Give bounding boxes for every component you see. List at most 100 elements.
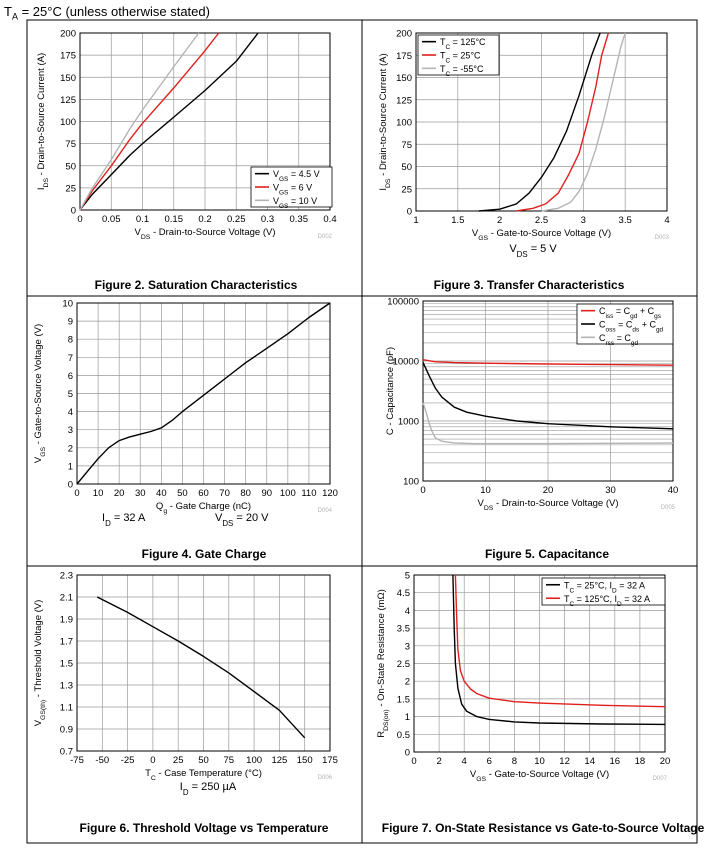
x-tick-label: 0.1 xyxy=(136,214,149,225)
x-tick-label: 80 xyxy=(240,488,251,499)
y-tick-label: 5 xyxy=(68,389,73,400)
x-tick-label: 1 xyxy=(413,215,418,226)
y-tick-label: 1.7 xyxy=(60,637,73,648)
y-tick-label: 125 xyxy=(396,95,412,106)
figure-caption: Figure 2. Saturation Characteristics xyxy=(95,278,298,292)
y-tick-label: 50 xyxy=(401,162,412,173)
series-line-3 xyxy=(541,32,626,212)
y-axis-label: C - Capacitance (pF) xyxy=(385,347,396,435)
y-tick-label: 3 xyxy=(405,641,410,652)
series-line-2 xyxy=(454,574,666,708)
legend-entry: TC = 125°C, ID = 32 A xyxy=(564,594,650,608)
x-tick-label: 4 xyxy=(664,215,669,226)
plot-frame xyxy=(422,300,674,482)
legend-entry: TC = -55°C xyxy=(440,64,484,78)
legend-entry: VGS = 6 V xyxy=(273,183,312,197)
y-tick-label: 1 xyxy=(405,712,410,723)
y-axis-label: IDS - Drain-to-Source Current (A) xyxy=(378,53,392,190)
y-tick-label: 25 xyxy=(401,184,412,195)
series-line-3 xyxy=(422,402,674,445)
series-line-1 xyxy=(452,574,666,726)
y-tick-label: 1000 xyxy=(398,417,419,428)
plot-frame xyxy=(79,32,331,211)
x-tick-label: 0.15 xyxy=(165,214,184,225)
x-tick-label: 2 xyxy=(436,756,441,767)
y-tick-label: 10000 xyxy=(393,357,419,368)
note-left: ID = 32 A xyxy=(102,512,146,528)
series-line-1 xyxy=(478,32,601,212)
series-line-2 xyxy=(516,32,610,212)
note: ID = 250 µA xyxy=(180,781,237,797)
y-tick-label: 0.9 xyxy=(60,725,73,736)
legend-entry: TC = 125°C xyxy=(440,37,486,51)
x-tick-label: 175 xyxy=(322,755,338,766)
y-tick-label: 25 xyxy=(65,183,76,194)
legend-entry: Coss = Cds + Cgd xyxy=(599,320,664,334)
figure-code: D003 xyxy=(655,235,670,241)
chart-6: -75 -50 -25 0 25 50 75 100 125 150 175 0.7 0.9 1.1 1.3… xyxy=(33,571,338,836)
x-tick-label: 3.5 xyxy=(619,215,632,226)
y-tick-label: 75 xyxy=(401,140,412,151)
figure-code: D007 xyxy=(653,776,668,782)
x-tick-label: 16 xyxy=(610,756,621,767)
y-tick-label: 7 xyxy=(68,353,73,364)
chart-3: 1 1.5 2 2.5 3 3.5 4 0 25 50 75 100 125 150 175 200 VGS -… xyxy=(378,29,670,293)
series-line-1 xyxy=(422,359,674,366)
y-tick-label: 100000 xyxy=(387,297,419,308)
y-tick-label: 0 xyxy=(405,748,410,759)
y-tick-label: 2 xyxy=(405,677,410,688)
x-tick-label: 30 xyxy=(135,488,146,499)
y-tick-label: 200 xyxy=(60,29,76,40)
legend-entry: Crss = Cgd xyxy=(599,333,638,347)
y-tick-label: 1.9 xyxy=(60,615,73,626)
legend-box xyxy=(541,577,666,606)
y-tick-label: 1.5 xyxy=(60,659,73,670)
y-axis-label: RDS(on) - On-State Resistance (mΩ) xyxy=(376,589,390,738)
note: VDS = 5 V xyxy=(509,243,557,259)
chart-5: 0 10 20 30 40 100 1000 10000 100000 VDS - Drain-t… xyxy=(385,297,678,562)
x-tick-label: 0.3 xyxy=(261,214,274,225)
x-tick-label: 10 xyxy=(534,756,545,767)
x-tick-label: 40 xyxy=(668,485,679,496)
page-header: TA = 25°C (unless otherwise stated) xyxy=(4,4,210,22)
figure-caption: Figure 5. Capacitance xyxy=(485,547,609,561)
x-axis-label: VGS - Gate-to-Source Voltage (V) xyxy=(472,228,611,242)
x-tick-label: 125 xyxy=(271,755,287,766)
x-tick-label: 0.4 xyxy=(323,214,336,225)
figure-code: D004 xyxy=(318,508,333,514)
x-tick-label: 0 xyxy=(150,755,155,766)
y-tick-label: 50 xyxy=(65,161,76,172)
series-line-2 xyxy=(422,362,674,430)
x-tick-label: 90 xyxy=(261,488,272,499)
x-tick-label: 18 xyxy=(635,756,646,767)
x-tick-label: 0 xyxy=(74,488,79,499)
x-tick-label: 0.25 xyxy=(227,214,246,225)
x-axis-label: TC - Case Temperature (°C) xyxy=(145,768,262,782)
figure-caption: Figure 7. On-State Resistance vs Gate-to… xyxy=(382,821,705,835)
series-line-3 xyxy=(79,32,200,211)
legend-entry: VGS = 10 V xyxy=(273,196,317,210)
x-tick-label: 100 xyxy=(280,488,296,499)
x-tick-label: 70 xyxy=(219,488,230,499)
y-tick-label: 175 xyxy=(396,51,412,62)
x-tick-label: 100 xyxy=(246,755,262,766)
x-tick-label: 20 xyxy=(114,488,125,499)
y-tick-label: 6 xyxy=(68,371,73,382)
x-tick-label: 20 xyxy=(660,756,671,767)
y-tick-label: 100 xyxy=(60,117,76,128)
y-tick-label: 150 xyxy=(396,73,412,84)
x-tick-label: 0.2 xyxy=(198,214,211,225)
x-tick-label: 0 xyxy=(411,756,416,767)
y-tick-label: 4 xyxy=(405,606,410,617)
x-tick-label: -75 xyxy=(70,755,84,766)
y-axis-label: VGS - Gate-to-Source Voltage (V) xyxy=(33,324,47,463)
figure-caption: Figure 4. Gate Charge xyxy=(142,547,267,561)
header-prefix: T xyxy=(4,4,12,19)
x-axis-label: Qg - Gate Charge (nC) xyxy=(156,501,251,515)
header-suffix: = 25°C (unless otherwise stated) xyxy=(17,4,210,19)
x-tick-label: 2 xyxy=(497,215,502,226)
y-tick-label: 2.5 xyxy=(397,659,410,670)
y-tick-label: 5 xyxy=(405,571,410,582)
x-tick-label: 10 xyxy=(93,488,104,499)
